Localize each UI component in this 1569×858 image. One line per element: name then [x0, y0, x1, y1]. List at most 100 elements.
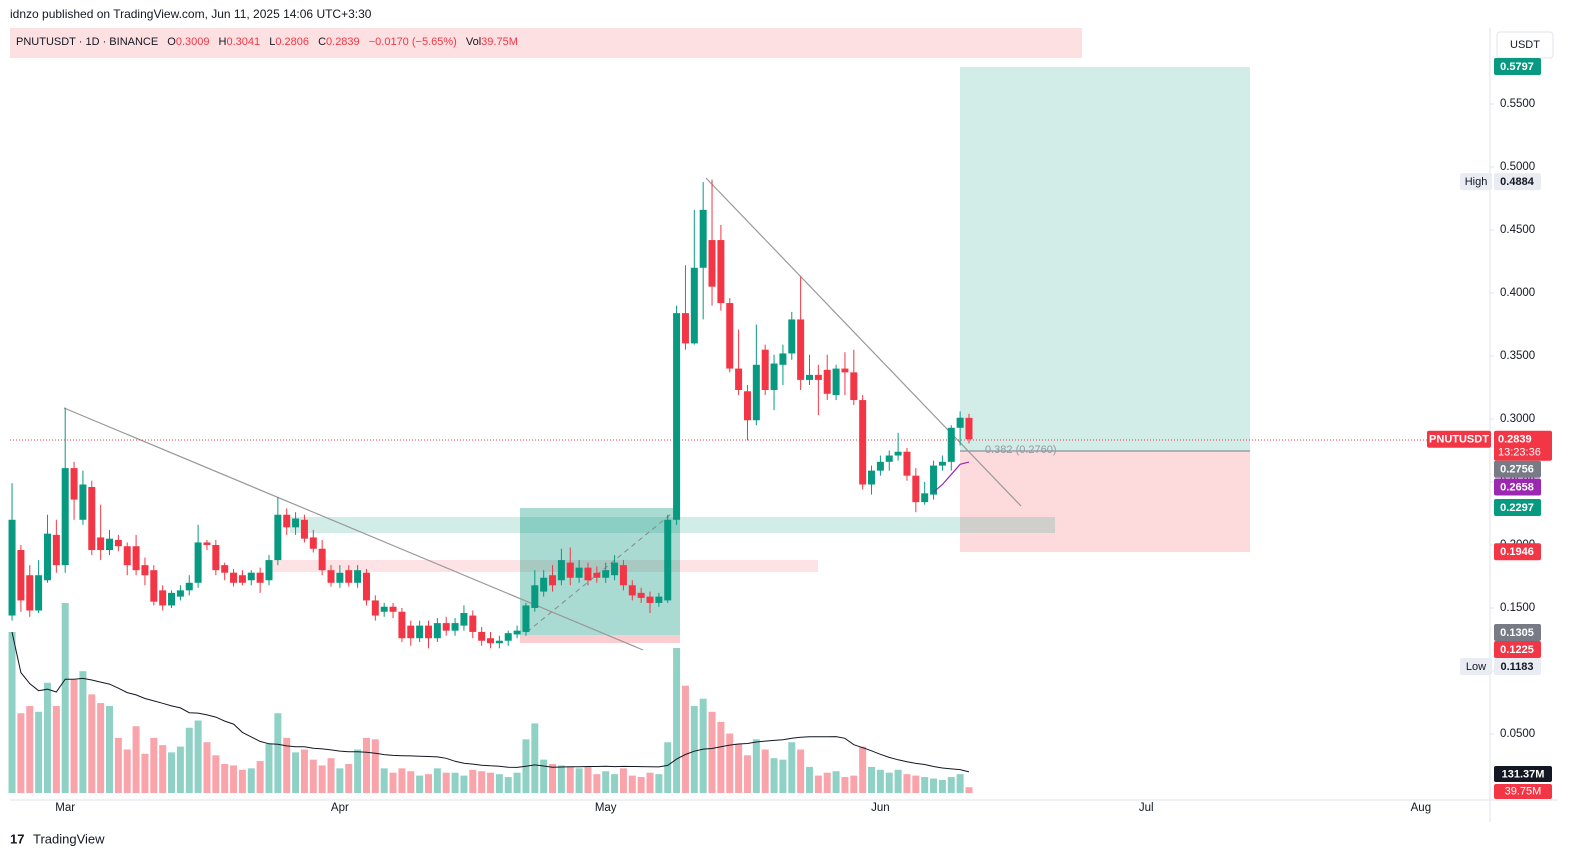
price-badge — [1494, 499, 1541, 517]
volume-bar — [354, 749, 362, 793]
volume-bar — [921, 777, 929, 793]
candle-body — [132, 546, 140, 571]
volume-bar — [345, 763, 353, 793]
volume-bar — [123, 749, 131, 793]
x-tick-label: May — [595, 802, 617, 814]
volume-bar — [61, 603, 69, 793]
candle-body — [655, 596, 663, 603]
volume-bar — [97, 703, 105, 793]
y-tick-label: 0.3000 — [1500, 413, 1535, 425]
volume-bar — [726, 733, 734, 793]
volume-bar — [797, 749, 805, 793]
volume-bar — [283, 737, 291, 793]
volume-ma-line — [11, 631, 970, 773]
volume-bar — [699, 698, 707, 793]
price-badge-label: 0.1225 — [1500, 644, 1534, 656]
volume-bar — [26, 705, 34, 793]
candle-body — [407, 625, 415, 639]
candle-body — [619, 565, 627, 586]
candle-body — [735, 368, 743, 390]
volume-bar — [88, 694, 96, 793]
last-price-name-bg — [1427, 430, 1491, 448]
candle-body — [371, 600, 379, 616]
candle-body — [221, 565, 229, 573]
volume-bar — [752, 739, 760, 793]
candle-body — [247, 572, 255, 581]
volume-bar — [362, 737, 370, 793]
volume-bar — [823, 772, 831, 793]
candle-body — [416, 625, 424, 639]
legend-c: C — [318, 36, 326, 48]
volume-bar — [602, 771, 610, 793]
volume-bar — [655, 774, 663, 793]
price-badge-label: 0.4884 — [1500, 176, 1535, 188]
volume-bar — [859, 746, 867, 793]
price-badge-label: 0.1946 — [1500, 546, 1534, 558]
candle-body — [141, 565, 149, 576]
brand-logo: 17 — [10, 831, 24, 846]
candle-body — [779, 353, 787, 365]
candle-body — [673, 313, 681, 520]
candle-body — [114, 539, 122, 547]
candle-body — [212, 544, 220, 571]
y-tick-label: 0.5500 — [1500, 98, 1535, 110]
price-badge — [1494, 641, 1541, 659]
volume-bar — [407, 771, 415, 793]
volume-bar — [52, 705, 60, 793]
volume-bar — [557, 765, 565, 793]
legend-o: O — [167, 36, 176, 48]
price-badge — [1494, 624, 1541, 642]
candle-body — [380, 606, 388, 612]
candle-body — [566, 562, 574, 578]
volume-bar — [203, 742, 211, 793]
volume-bar — [611, 774, 619, 793]
legend-change: −0.0170 (−5.65%) — [369, 36, 457, 48]
long-stop-zone — [960, 451, 1250, 552]
legend-close: 0.2839 — [326, 36, 360, 48]
currency-button[interactable] — [1496, 31, 1554, 59]
candle-body — [424, 625, 432, 639]
candle-body — [637, 592, 645, 598]
candle-body — [859, 400, 867, 485]
volume-bar — [380, 768, 388, 793]
candle-body — [504, 633, 512, 641]
legend-open: 0.3009 — [176, 36, 210, 48]
candle-body — [841, 368, 849, 373]
volume-bar — [690, 705, 698, 793]
range-box-stop — [520, 635, 680, 643]
trendline — [63, 407, 644, 651]
volume-bar — [770, 758, 778, 793]
candle-body — [513, 630, 521, 635]
candle-body — [965, 417, 973, 440]
volume-bar — [424, 774, 432, 793]
candle-body — [70, 468, 78, 500]
candle-body — [894, 451, 902, 456]
candle-body — [309, 537, 317, 549]
price-badge-label: 0.1183 — [1500, 661, 1533, 673]
candle-body — [531, 585, 539, 608]
volume-bar — [841, 777, 849, 793]
candle-body — [469, 615, 477, 632]
price-badge-name-bg — [1460, 173, 1492, 191]
candle-body — [575, 567, 583, 578]
y-tick-label: 0.1500 — [1500, 602, 1535, 614]
volume-bar — [416, 775, 424, 793]
candle-body — [602, 570, 610, 578]
volume-bar — [256, 761, 264, 793]
volume-bar — [17, 713, 25, 793]
volume-bar — [433, 768, 441, 793]
candle-body — [433, 623, 441, 639]
candle-body — [903, 451, 911, 476]
candle-body — [611, 562, 619, 576]
volume-bar — [894, 769, 902, 793]
volume-bar — [451, 772, 459, 793]
volume-bar — [247, 768, 255, 793]
legend-high: 0.3041 — [227, 36, 261, 48]
candle-body — [43, 533, 51, 581]
volume-bar — [274, 713, 282, 793]
volume-bar — [8, 632, 16, 793]
x-tick-label: Apr — [331, 802, 349, 814]
candle-body — [442, 623, 450, 631]
candle-body — [921, 493, 929, 503]
y-tick-label: 0.0500 — [1500, 728, 1535, 740]
